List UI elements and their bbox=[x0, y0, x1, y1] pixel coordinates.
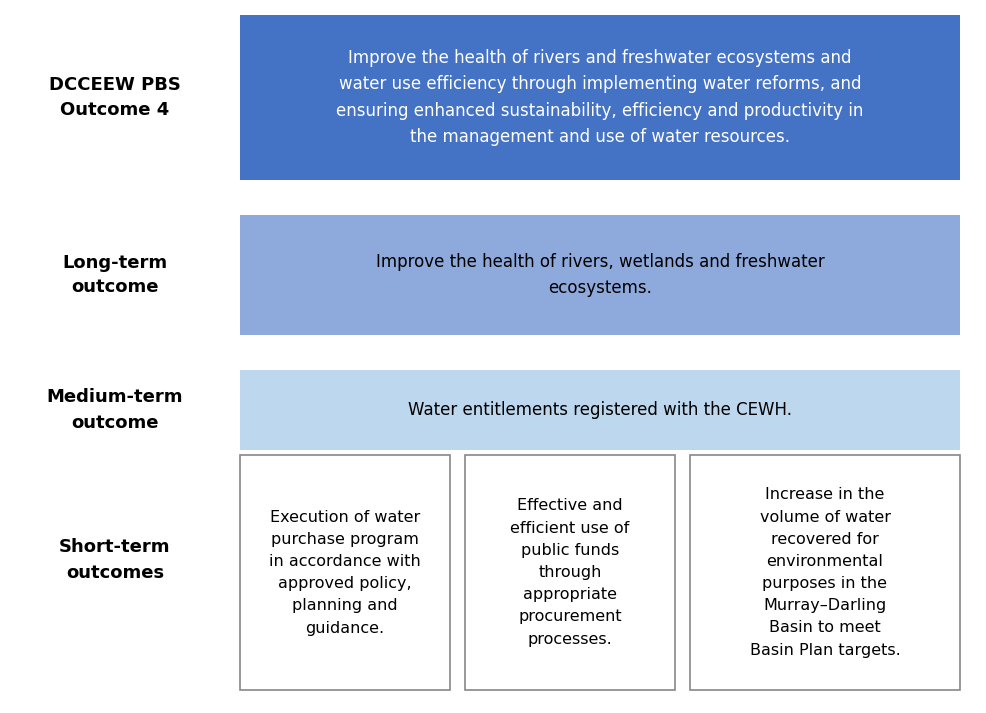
Text: Long-term
outcome: Long-term outcome bbox=[62, 254, 168, 297]
Bar bbox=[690, 455, 960, 690]
Text: Short-term
outcomes: Short-term outcomes bbox=[59, 538, 171, 582]
Text: Improve the health of rivers, wetlands and freshwater
ecosystems.: Improve the health of rivers, wetlands a… bbox=[376, 253, 824, 297]
Text: DCCEEW PBS
Outcome 4: DCCEEW PBS Outcome 4 bbox=[49, 76, 181, 119]
Text: Execution of water
purchase program
in accordance with
approved policy,
planning: Execution of water purchase program in a… bbox=[269, 510, 421, 635]
Bar bbox=[240, 15, 960, 180]
Text: Improve the health of rivers and freshwater ecosystems and
water use efficiency : Improve the health of rivers and freshwa… bbox=[336, 49, 864, 146]
Bar bbox=[240, 455, 450, 690]
Text: Medium-term
outcome: Medium-term outcome bbox=[46, 389, 183, 431]
Text: Effective and
efficient use of
public funds
through
appropriate
procurement
proc: Effective and efficient use of public fu… bbox=[511, 498, 630, 647]
Bar bbox=[240, 370, 960, 450]
Text: Water entitlements registered with the CEWH.: Water entitlements registered with the C… bbox=[408, 401, 792, 419]
Text: Increase in the
volume of water
recovered for
environmental
purposes in the
Murr: Increase in the volume of water recovere… bbox=[749, 487, 900, 657]
Bar bbox=[465, 455, 675, 690]
Bar bbox=[240, 215, 960, 335]
